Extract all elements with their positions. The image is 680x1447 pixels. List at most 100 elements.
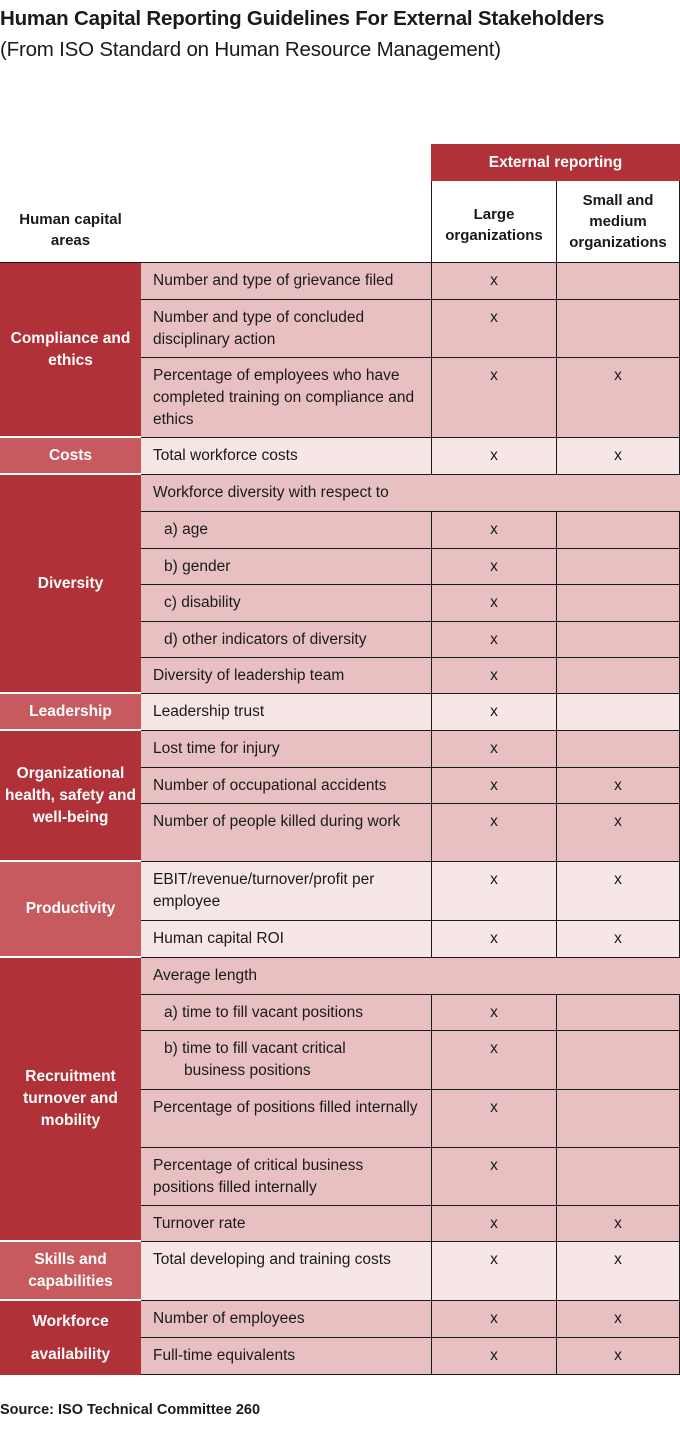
row-large-mark: x: [431, 1242, 556, 1301]
area-organizational-health: Organizational health, safety and well-b…: [0, 731, 141, 862]
table-row: Turnover rate x x: [141, 1206, 680, 1242]
row-item-line-2: business positions: [184, 1062, 311, 1079]
row-item: Percentage of employees who have complet…: [141, 358, 431, 438]
row-large-mark: x: [431, 658, 556, 694]
table-row: a) time to fill vacant positions x: [141, 995, 680, 1031]
header-human-capital-areas: Human capital areas: [19, 211, 122, 249]
header-large-organizations: Large organizations: [431, 181, 556, 262]
row-large-mark: x: [431, 862, 556, 921]
area-workforce-availability: Workforce availability: [0, 1301, 141, 1375]
row-small-mark: [556, 622, 680, 658]
table-row: Leadership trust x: [141, 694, 680, 731]
row-large-mark: x: [431, 1338, 556, 1375]
row-small-mark: [556, 549, 680, 585]
row-item: Workforce diversity with respect to: [141, 475, 680, 512]
row-small-mark: x: [556, 804, 680, 862]
row-item: Turnover rate: [141, 1206, 431, 1242]
table-row: c) disability x: [141, 585, 680, 622]
table-row: Number and type of grievance filed x: [141, 263, 680, 300]
table-row: b) time to fill vacant critical business …: [141, 1031, 680, 1090]
row-small-mark: [556, 1148, 680, 1206]
row-large-mark: x: [431, 1148, 556, 1206]
row-item: Number of occupational accidents: [141, 768, 431, 804]
area-costs: Costs: [0, 438, 141, 475]
row-small-mark: [556, 694, 680, 731]
table-row: EBIT/revenue/turnover/profit per employe…: [141, 862, 680, 921]
row-large-mark: x: [431, 622, 556, 658]
row-item: c) disability: [141, 585, 431, 622]
row-small-mark: [556, 658, 680, 694]
row-small-mark: x: [556, 1301, 680, 1338]
table-row: Full-time equivalents x x: [141, 1338, 680, 1375]
row-item: Percentage of critical business position…: [141, 1148, 431, 1206]
row-item: a) time to fill vacant positions: [141, 995, 431, 1031]
row-large-mark: x: [431, 300, 556, 358]
row-large-mark: x: [431, 694, 556, 731]
row-item: Full-time equivalents: [141, 1338, 431, 1375]
row-small-mark: x: [556, 921, 680, 958]
row-large-mark: x: [431, 263, 556, 300]
row-large-mark: x: [431, 768, 556, 804]
table-row: Average length: [141, 958, 680, 995]
table-row: Number of employees x x: [141, 1301, 680, 1338]
row-item: d) other indicators of diversity: [141, 622, 431, 658]
table-row: Number of occupational accidents x x: [141, 768, 680, 804]
table-row: Percentage of critical business position…: [141, 1148, 680, 1206]
table-row: Human capital ROI x x: [141, 921, 680, 958]
row-small-mark: x: [556, 1338, 680, 1375]
page-subtitle: (From ISO Standard on Human Resource Man…: [0, 38, 501, 61]
row-large-mark: x: [431, 995, 556, 1031]
table-row: Number of people killed during work x x: [141, 804, 680, 862]
row-item: a) age: [141, 512, 431, 549]
page-title: Human Capital Reporting Guidelines For E…: [0, 7, 605, 30]
table-row: Lost time for injury x: [141, 731, 680, 768]
row-large-mark: x: [431, 358, 556, 438]
row-large-mark: x: [431, 585, 556, 622]
table-row: d) other indicators of diversity x: [141, 622, 680, 658]
row-item: Average length: [141, 958, 680, 995]
row-large-mark: x: [431, 512, 556, 549]
row-item: Total workforce costs: [141, 438, 431, 475]
row-large-mark: x: [431, 1301, 556, 1338]
row-small-mark: [556, 995, 680, 1031]
source-note: Source: ISO Technical Committee 260: [0, 1402, 261, 1418]
row-item: Number of people killed during work: [141, 804, 431, 862]
row-item: b) gender: [141, 549, 431, 585]
area-leadership: Leadership: [0, 694, 141, 731]
row-item: Lost time for injury: [141, 731, 431, 768]
area-workforce-label-1: Workforce: [32, 1312, 109, 1330]
row-item: EBIT/revenue/turnover/profit per employe…: [141, 862, 431, 921]
row-small-mark: [556, 731, 680, 768]
row-small-mark: [556, 263, 680, 300]
row-large-mark: x: [431, 1206, 556, 1242]
row-item: Leadership trust: [141, 694, 431, 731]
table-row: Total workforce costs x x: [141, 438, 680, 475]
table-row: b) gender x: [141, 549, 680, 585]
table-row: Number and type of concluded disciplinar…: [141, 300, 680, 358]
area-diversity: Diversity: [0, 475, 141, 694]
row-small-mark: x: [556, 768, 680, 804]
row-large-mark: x: [431, 1090, 556, 1148]
row-small-mark: x: [556, 862, 680, 921]
row-large-mark: x: [431, 549, 556, 585]
row-small-mark: [556, 1031, 680, 1090]
row-item: b) time to fill vacant critical business …: [141, 1031, 431, 1090]
table-row: Percentage of positions filled internall…: [141, 1090, 680, 1148]
row-item-line-1: b) time to fill vacant critical: [164, 1040, 346, 1057]
header-divider: [0, 262, 680, 263]
row-large-mark: x: [431, 438, 556, 475]
row-item: Number of employees: [141, 1301, 431, 1338]
row-large-mark: x: [431, 804, 556, 862]
row-small-mark: x: [556, 1242, 680, 1301]
row-small-mark: x: [556, 358, 680, 438]
row-small-mark: x: [556, 1206, 680, 1242]
table-row: Workforce diversity with respect to: [141, 475, 680, 512]
table-row: Diversity of leadership team x: [141, 658, 680, 694]
row-large-mark: x: [431, 1031, 556, 1090]
row-item: Human capital ROI: [141, 921, 431, 958]
table-row: Total developing and training costs x x: [141, 1242, 680, 1301]
area-recruitment: Recruitment turnover and mobility: [0, 958, 141, 1242]
row-item: Total developing and training costs: [141, 1242, 431, 1301]
area-workforce-label-2: availability: [30, 1345, 111, 1363]
row-small-mark: [556, 512, 680, 549]
